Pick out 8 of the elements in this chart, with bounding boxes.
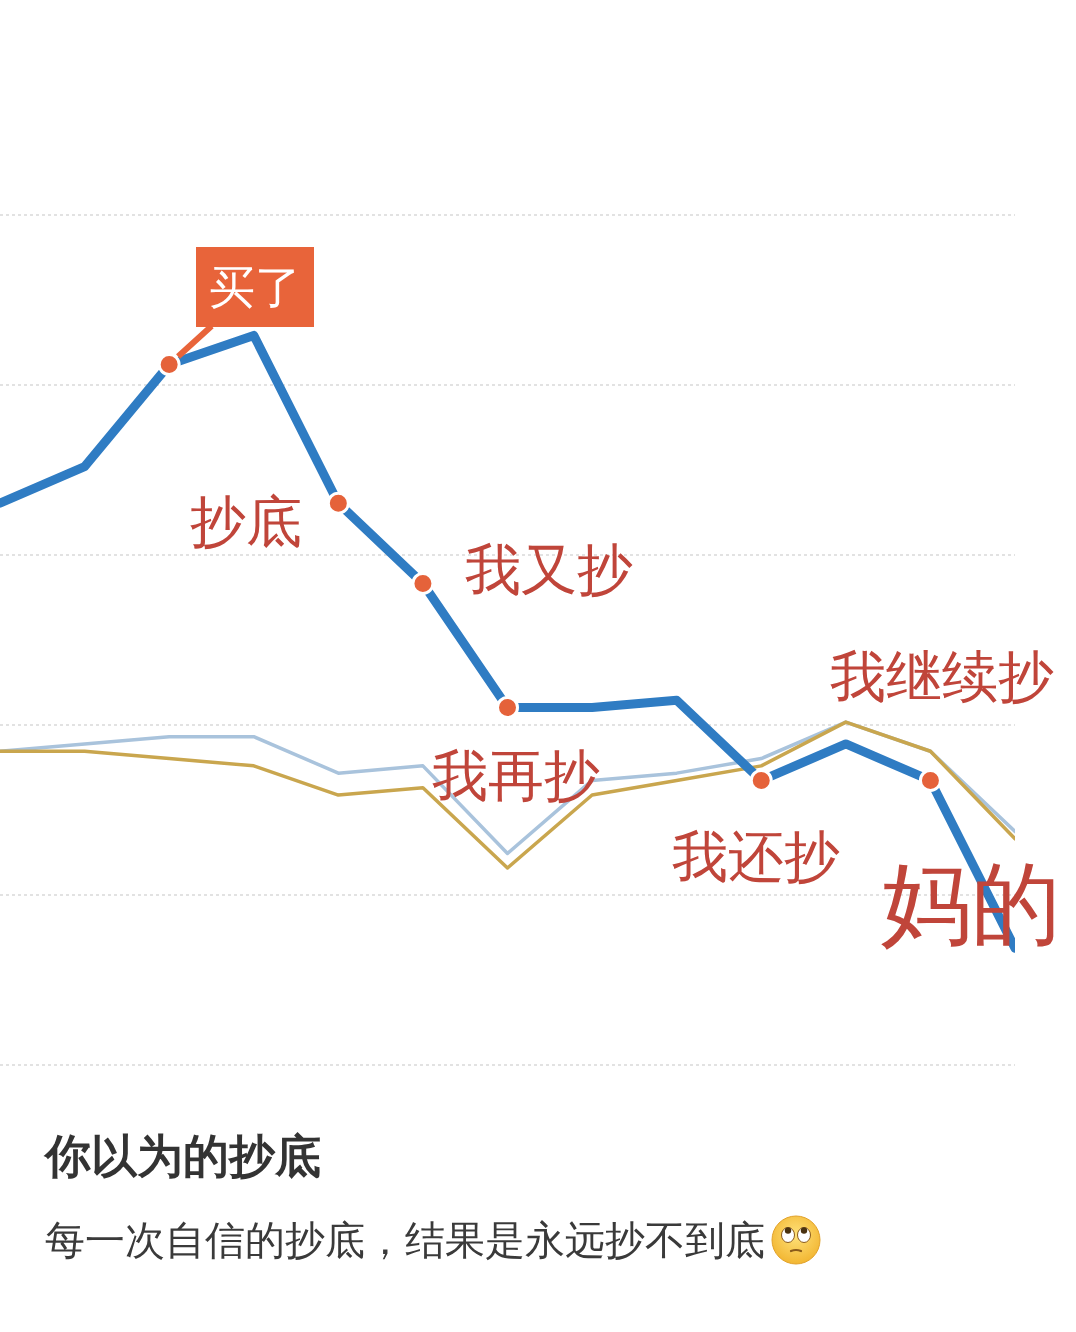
annotation: 我继续抄 bbox=[830, 644, 1054, 709]
annotation: 抄底 bbox=[190, 489, 302, 554]
annotation: 我又抄 bbox=[465, 537, 633, 602]
annotation: 我再抄 bbox=[432, 743, 600, 808]
text: 每一次自信的抄底，结果是永远抄不到底 bbox=[45, 1216, 765, 1265]
text: 你以为的抄底 bbox=[45, 1128, 321, 1184]
text: 买了 bbox=[209, 260, 301, 314]
annotation: 我还抄 bbox=[672, 824, 840, 889]
